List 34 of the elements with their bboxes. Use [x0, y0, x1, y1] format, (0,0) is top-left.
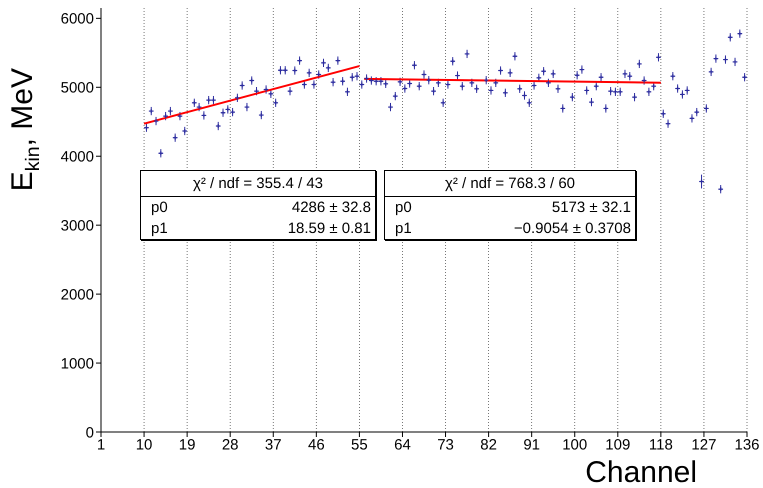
x-tick-label: 136: [734, 436, 760, 454]
annotation: p1: [395, 219, 412, 239]
x-tick-label: 109: [605, 436, 630, 454]
y-tick-label: 5000: [60, 80, 94, 97]
x-tick-label: 100: [562, 436, 588, 454]
x-tick-label: 55: [351, 436, 368, 454]
y-tick-label: 2000: [60, 286, 94, 304]
annotation: χ² / ndf = 355.4 / 43: [141, 171, 375, 197]
x-tick-label: 46: [308, 436, 325, 454]
x-tick-label: 37: [264, 436, 282, 454]
x-tick-label: 10: [136, 436, 152, 454]
annotation: −0.9054 ± 0.3708: [514, 219, 631, 239]
x-tick-label: 82: [480, 436, 497, 454]
annotation: p1: [151, 219, 168, 239]
annotation: 4286 ± 32.8: [292, 198, 371, 218]
annotation: p0: [151, 198, 168, 218]
x-tick-label: 64: [394, 436, 411, 454]
x-tick-label: 91: [523, 436, 540, 454]
y-tick-label: 6000: [60, 10, 94, 28]
x-axis-title: Channel: [585, 456, 697, 488]
annotation: p0: [395, 198, 412, 218]
x-tick-label: 118: [648, 436, 673, 454]
x-tick-label: 127: [691, 436, 716, 454]
annotation: χ² / ndf = 768.3 / 60: [385, 171, 635, 197]
y-tick-label: 4000: [60, 148, 94, 166]
x-tick-label: 28: [222, 436, 239, 454]
y-tick-label: 1000: [60, 355, 94, 372]
x-tick-label: 19: [178, 436, 196, 454]
annotation: 5173 ± 32.1: [552, 198, 631, 218]
y-tick-label: 3000: [60, 217, 94, 234]
annotation: 18.59 ± 0.81: [288, 219, 371, 239]
y-tick-label: 0: [86, 424, 94, 442]
x-tick-label: 1: [96, 436, 106, 454]
x-tick-label: 73: [437, 436, 454, 454]
